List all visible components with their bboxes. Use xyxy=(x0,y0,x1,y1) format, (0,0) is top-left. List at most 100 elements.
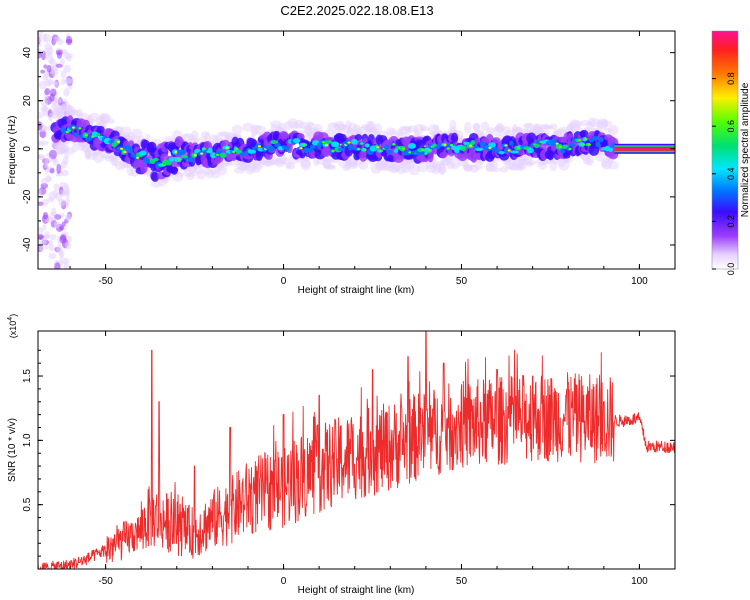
halo-blob xyxy=(490,167,502,173)
x-tick-label: 100 xyxy=(631,576,648,587)
noise-blob xyxy=(63,88,70,97)
peak-blob xyxy=(379,149,383,152)
snr-axes: -50 0 50 100 0.5 1.0 1.5 xyxy=(22,331,676,587)
core-blob xyxy=(595,141,601,148)
noise-blob xyxy=(38,80,47,90)
halo-blob xyxy=(488,161,499,168)
colorbar-tick-label: 0.0 xyxy=(726,263,736,276)
peak-blob xyxy=(578,139,582,142)
x-tick-label: 0 xyxy=(281,276,287,287)
noise-blob xyxy=(53,221,61,229)
core-blob xyxy=(324,140,333,144)
peak-blob xyxy=(257,145,261,148)
colorbar-gradient xyxy=(711,30,739,270)
core-blob xyxy=(267,145,275,152)
peak-blob xyxy=(443,143,447,146)
y-tick-label: 1.0 xyxy=(22,433,33,447)
core-blob xyxy=(270,140,279,145)
band-blob xyxy=(492,137,501,144)
noise-blob xyxy=(41,198,49,207)
colorbar-label: Normalized spectral amplitude xyxy=(740,82,750,217)
halo-blob xyxy=(174,171,185,178)
noise-blob xyxy=(47,197,55,203)
halo-blob xyxy=(595,151,606,162)
core-blob xyxy=(127,146,133,154)
spectrogram-ylabel: Frequency (Hz) xyxy=(7,116,18,185)
peak-blob xyxy=(225,146,229,149)
core-blob xyxy=(393,148,399,153)
y-tick-label: 0.5 xyxy=(22,497,33,511)
core-blob xyxy=(108,139,114,144)
noise-blob xyxy=(43,231,50,238)
halo-blob xyxy=(326,164,337,171)
noise-blob xyxy=(40,177,49,185)
snr-marks xyxy=(38,331,675,569)
noise-blob xyxy=(53,183,60,191)
halo-blob xyxy=(107,118,115,124)
halo-blob xyxy=(195,169,207,180)
peak-blob xyxy=(193,154,197,157)
noise-blob xyxy=(40,182,49,189)
core-blob xyxy=(351,138,358,145)
core-blob xyxy=(569,143,576,147)
halo-blob xyxy=(585,154,594,166)
core-blob xyxy=(176,149,186,155)
peak-blob xyxy=(116,140,121,143)
noise-blob xyxy=(59,235,67,244)
noise-blob xyxy=(49,93,55,102)
noise-blob xyxy=(48,252,57,260)
band-blob xyxy=(427,152,434,163)
peak-blob xyxy=(357,147,361,151)
peak-blob xyxy=(504,144,508,147)
band-blob xyxy=(580,129,589,138)
peak-blob xyxy=(299,147,303,150)
spectrogram-axes: -50 0 50 100 -40 -20 0 20 40 xyxy=(22,31,676,287)
noise-blob xyxy=(38,227,44,235)
core-blob xyxy=(219,152,227,159)
halo-blob xyxy=(438,163,446,175)
core-blob xyxy=(475,147,484,152)
core-blob xyxy=(510,150,519,154)
noise-blob xyxy=(59,58,65,66)
band-blob xyxy=(151,171,160,182)
y-tick-label: 1.5 xyxy=(22,369,33,383)
peak-blob xyxy=(216,153,220,156)
noise-blob xyxy=(38,141,41,149)
band-blob xyxy=(450,132,459,144)
halo-blob xyxy=(472,123,480,131)
halo-blob xyxy=(163,136,175,141)
core-blob xyxy=(383,144,389,150)
noise-blob xyxy=(64,78,72,84)
noise-blob xyxy=(38,201,44,206)
peak-blob xyxy=(235,147,239,151)
core-blob xyxy=(435,145,441,150)
peak-blob xyxy=(123,150,127,154)
y-tick-label: -40 xyxy=(22,237,33,252)
noise-blob xyxy=(51,68,58,77)
noise-blob xyxy=(40,69,45,74)
halo-blob xyxy=(432,124,439,131)
core-blob xyxy=(498,151,505,155)
colorbar-tick-label: 0.6 xyxy=(726,120,736,133)
x-tick-label: -50 xyxy=(98,276,113,287)
halo-blob xyxy=(417,161,429,173)
peak-blob xyxy=(446,147,450,150)
peak-blob xyxy=(65,130,69,134)
core-blob xyxy=(72,132,79,137)
core-blob xyxy=(488,142,496,148)
spectrogram-frame xyxy=(37,30,676,270)
noise-blob xyxy=(54,262,61,269)
noise-blob xyxy=(65,185,70,195)
noise-blob xyxy=(46,51,53,57)
core-blob xyxy=(247,149,257,154)
noise-blob xyxy=(58,198,66,207)
noise-blob xyxy=(64,213,72,221)
peak-blob xyxy=(581,143,585,146)
noise-blob xyxy=(38,121,43,131)
core-blob xyxy=(152,157,159,162)
snr-scale-note: (x104) xyxy=(7,314,18,338)
noise-blob xyxy=(63,64,72,73)
halo-blob xyxy=(99,113,111,124)
noise-blob xyxy=(42,108,49,117)
